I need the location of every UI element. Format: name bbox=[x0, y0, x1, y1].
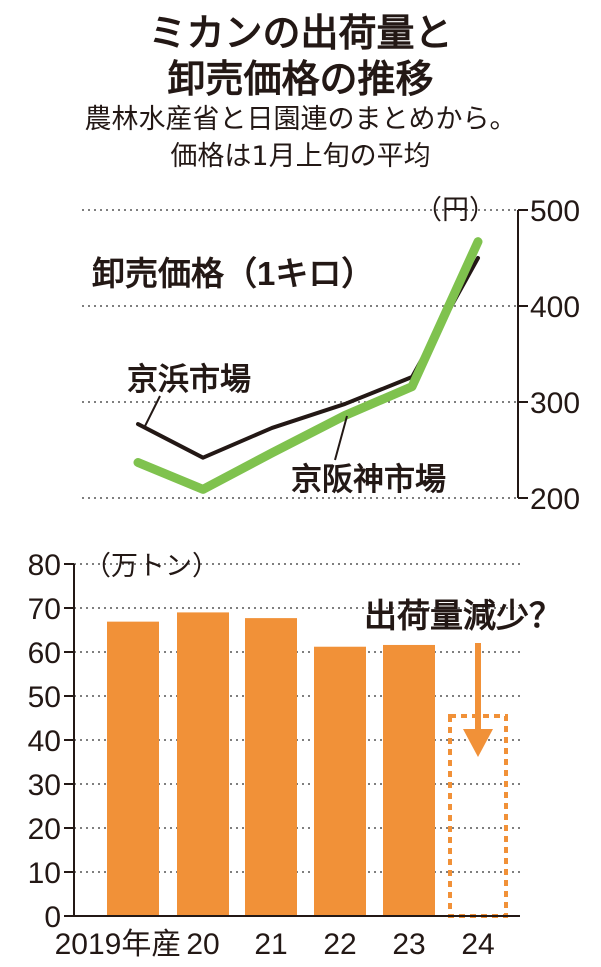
volume-y-tick-label: 10 bbox=[28, 857, 61, 890]
volume-bar bbox=[383, 644, 435, 916]
price-y-tick-label: 500 bbox=[530, 195, 580, 228]
volume-y-tick-label: 0 bbox=[44, 901, 61, 934]
volume-bar bbox=[245, 618, 297, 916]
volume-y-tick-label: 70 bbox=[28, 593, 61, 626]
volume-y-tick-label: 30 bbox=[28, 769, 61, 802]
keihin-leader-line bbox=[144, 395, 161, 427]
volume-bar bbox=[177, 612, 229, 916]
keihin-series-label: 京浜市場 bbox=[127, 362, 251, 397]
volume-x-tick-label: 2019年産 bbox=[55, 928, 182, 961]
chart-subtitle-line1: 農林水産省と日園連のまとめから。 bbox=[84, 104, 517, 135]
volume-bar bbox=[314, 646, 366, 916]
volume-bar bbox=[107, 621, 159, 916]
price-y-tick-label: 200 bbox=[530, 483, 580, 510]
price-chart-title: 卸売価格（1キロ） bbox=[92, 255, 374, 292]
chart-subtitle-line2: 価格は1月上旬の平均 bbox=[170, 141, 431, 172]
decrease-annotation: 出荷量減少？ bbox=[364, 597, 562, 634]
volume-x-tick-label: 24 bbox=[461, 928, 494, 961]
volume-y-tick-label: 80 bbox=[28, 549, 61, 582]
volume-x-tick-label: 20 bbox=[186, 928, 219, 961]
keihanshin-leader-line bbox=[334, 415, 348, 461]
chart-title-line2: 卸売価格の推移 bbox=[167, 57, 434, 101]
volume-y-tick-label: 20 bbox=[28, 813, 61, 846]
price-unit-label: （円） bbox=[415, 195, 496, 225]
price-y-tick-label: 300 bbox=[530, 387, 580, 420]
keihanshin-series-line bbox=[133, 237, 483, 494]
volume-x-tick-label: 21 bbox=[254, 928, 287, 961]
volume-y-tick-label: 60 bbox=[28, 637, 61, 670]
keihanshin-series-label: 京阪神市場 bbox=[291, 462, 446, 497]
decrease-arrow-head bbox=[463, 729, 493, 757]
volume-x-tick-label: 22 bbox=[323, 928, 356, 961]
volume-y-tick-label: 40 bbox=[28, 725, 61, 758]
chart-title-line1: ミカンの出荷量と bbox=[148, 11, 453, 55]
volume-y-tick-label: 50 bbox=[28, 681, 61, 714]
volume-x-tick-label: 23 bbox=[392, 928, 425, 961]
price-y-tick-label: 400 bbox=[530, 291, 580, 324]
volume-unit-label: （万トン） bbox=[84, 551, 219, 581]
